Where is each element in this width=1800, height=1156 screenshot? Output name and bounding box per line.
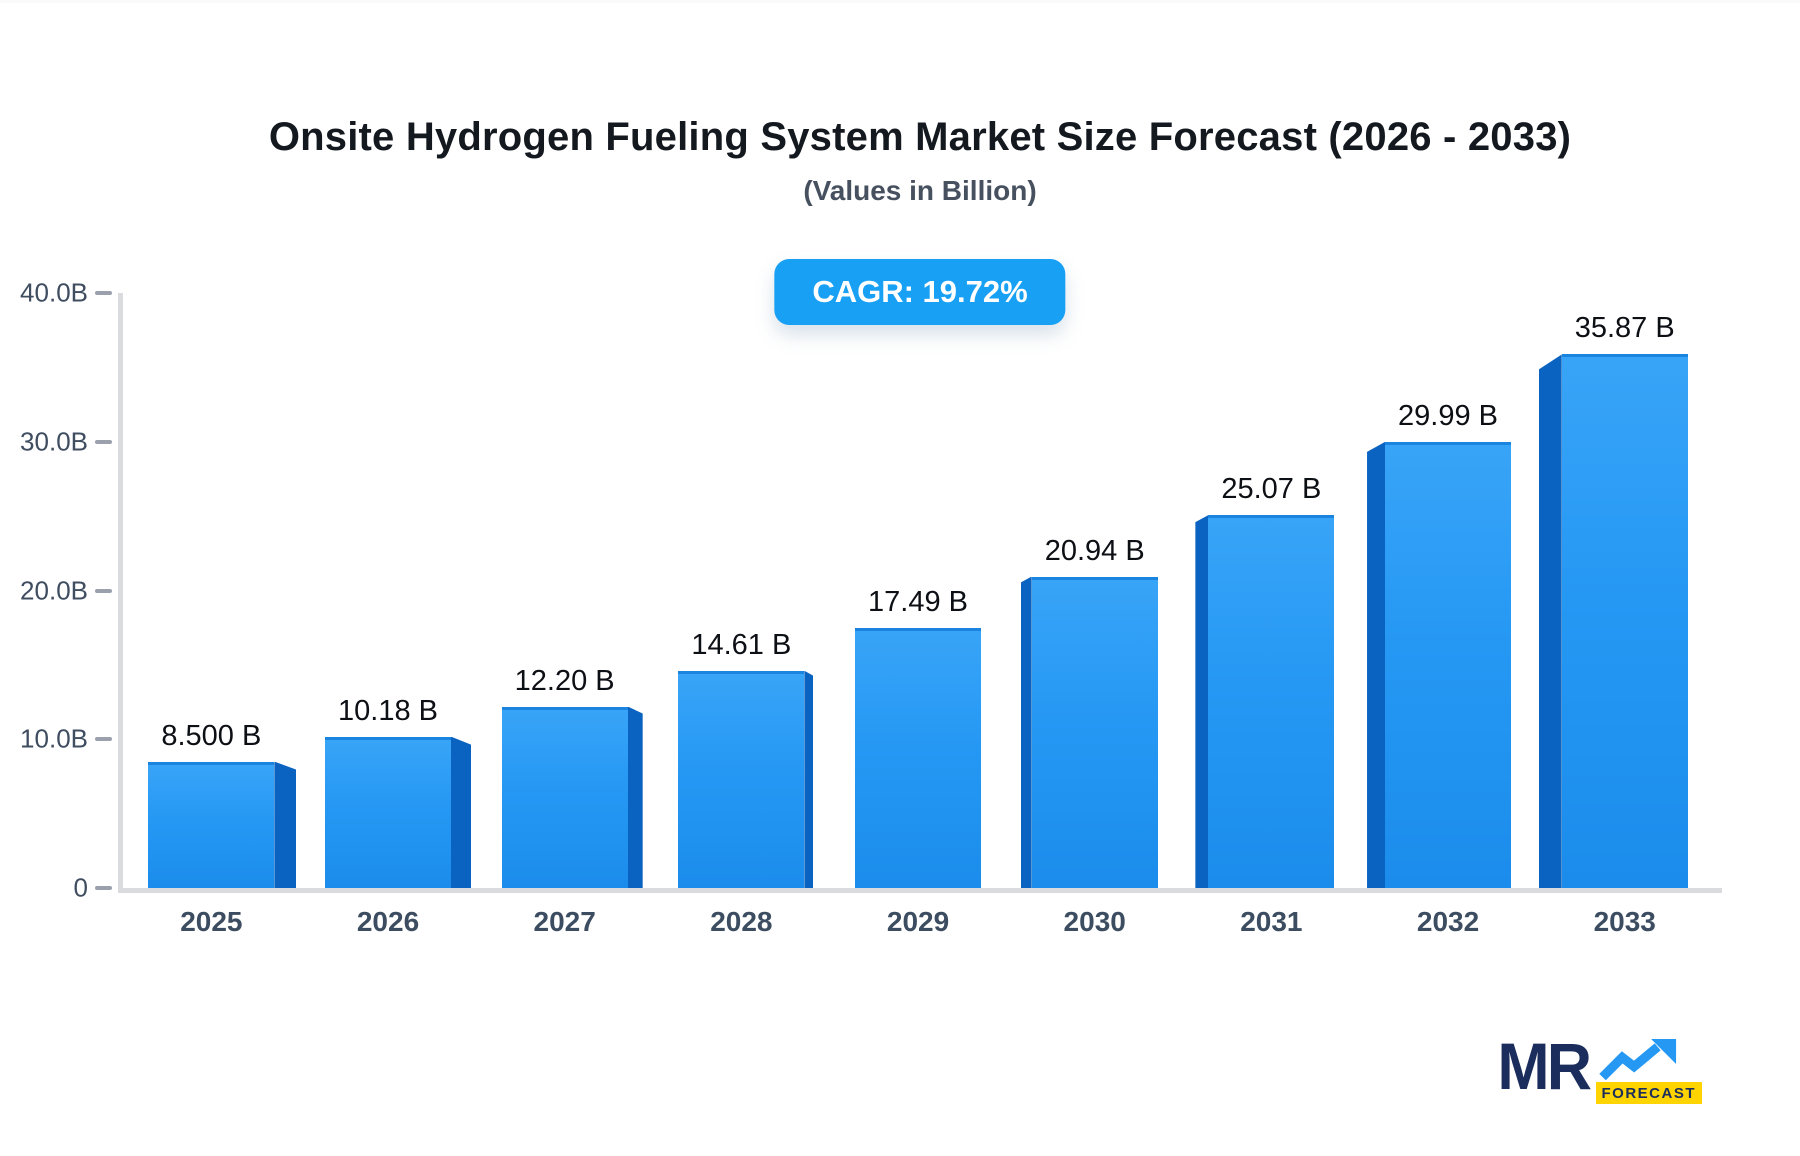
mr-forecast-logo: MR FORECAST xyxy=(1495,1029,1702,1104)
x-axis-label: 2030 xyxy=(1063,906,1126,937)
chart-subtitle: (Values in Billion) xyxy=(803,175,1037,206)
x-axis-labels: 2025 2026 2027 2028 2029 2030 2031 2032 2033 xyxy=(123,906,1713,938)
bar-column: 20.94 B xyxy=(1006,293,1183,888)
plot-area: 8.500 B 10.18 B 12.20 B 14.61 B 17.49 B 20.94… xyxy=(123,293,1713,888)
x-axis-label: 2029 xyxy=(886,906,950,937)
bar-2029: 17.49 B xyxy=(855,586,982,888)
cagr-badge: CAGR: 19.72% xyxy=(774,259,1066,325)
bar-value-label: 35.87 B xyxy=(1574,312,1675,345)
x-axis-baseline xyxy=(118,888,1722,893)
y-tick-dash xyxy=(95,291,112,295)
x-axis-label: 2025 xyxy=(180,906,243,937)
bar-column: 12.20 B xyxy=(476,293,653,888)
y-tick-dash xyxy=(95,737,112,742)
bar-2031: 25.07 B xyxy=(1195,473,1335,888)
trending-up-arrow-icon xyxy=(1598,1039,1676,1081)
x-axis-label: 2027 xyxy=(533,906,596,937)
y-tick-label: 0 xyxy=(73,872,88,903)
bar-3d-side xyxy=(1367,441,1386,888)
bar-2033: 35.87 B xyxy=(1538,312,1688,888)
bar-3d-side xyxy=(804,670,814,888)
y-tick-label: 40.0B xyxy=(20,277,88,308)
y-tick-dash xyxy=(95,588,112,593)
bar-value-label: 12.20 B xyxy=(514,664,615,697)
y-axis-line xyxy=(118,293,123,891)
bar-column: 8.500 B xyxy=(123,293,300,888)
logo-forecast-text: FORECAST xyxy=(1595,1082,1702,1104)
x-axis-label: 2031 xyxy=(1240,906,1303,937)
bar-3d-side xyxy=(1538,354,1562,888)
y-tick-label: 10.0B xyxy=(20,723,88,754)
bar-3d-side xyxy=(1195,515,1209,888)
bar-2026: 10.18 B xyxy=(325,695,471,888)
logo-mr-text: MR xyxy=(1497,1029,1592,1103)
chart-title: Onsite Hydrogen Fueling System Market Si… xyxy=(268,115,1572,159)
bar-2030: 20.94 B xyxy=(1020,535,1158,888)
bar-value-label: 29.99 B xyxy=(1398,399,1499,432)
bar-column: 29.99 B xyxy=(1360,293,1537,888)
bar-column: 35.87 B xyxy=(1536,293,1713,888)
x-axis-label: 2026 xyxy=(356,906,420,937)
bar-column: 14.61 B xyxy=(653,293,830,888)
y-axis: 40.0B 30.0B 20.0B 10.0B 0 xyxy=(0,278,118,903)
bar-2028: 14.61 B xyxy=(678,629,814,888)
bar-value-label: 20.94 B xyxy=(1044,534,1145,567)
x-axis-label: 2033 xyxy=(1593,906,1656,937)
bar-3d-side xyxy=(1020,576,1032,888)
bar-2032: 29.99 B xyxy=(1367,400,1512,888)
bar-column: 25.07 B xyxy=(1183,293,1360,888)
x-axis-label: 2028 xyxy=(710,906,773,937)
y-tick-label: 20.0B xyxy=(20,575,88,605)
bar-2025: 8.500 B xyxy=(148,720,297,888)
logo-right-block: FORECAST xyxy=(1595,1039,1702,1104)
y-tick-label: 30.0B xyxy=(20,426,88,457)
bar-2027: 12.20 B xyxy=(501,665,643,888)
y-tick-dash xyxy=(95,439,112,444)
bar-value-label: 10.18 B xyxy=(338,694,438,727)
bar-3d-side xyxy=(274,761,297,888)
bar-value-label: 17.49 B xyxy=(868,585,969,618)
y-tick-dash xyxy=(95,886,112,890)
bar-3d-side xyxy=(451,736,471,888)
bar-value-label: 8.500 B xyxy=(161,719,262,752)
bar-3d-side xyxy=(627,706,643,888)
bar-value-label: 14.61 B xyxy=(691,628,792,661)
bar-column: 10.18 B xyxy=(300,293,477,888)
bar-column: 17.49 B xyxy=(830,293,1007,888)
bar-value-label: 25.07 B xyxy=(1221,473,1322,506)
x-axis-label: 2032 xyxy=(1416,906,1480,937)
